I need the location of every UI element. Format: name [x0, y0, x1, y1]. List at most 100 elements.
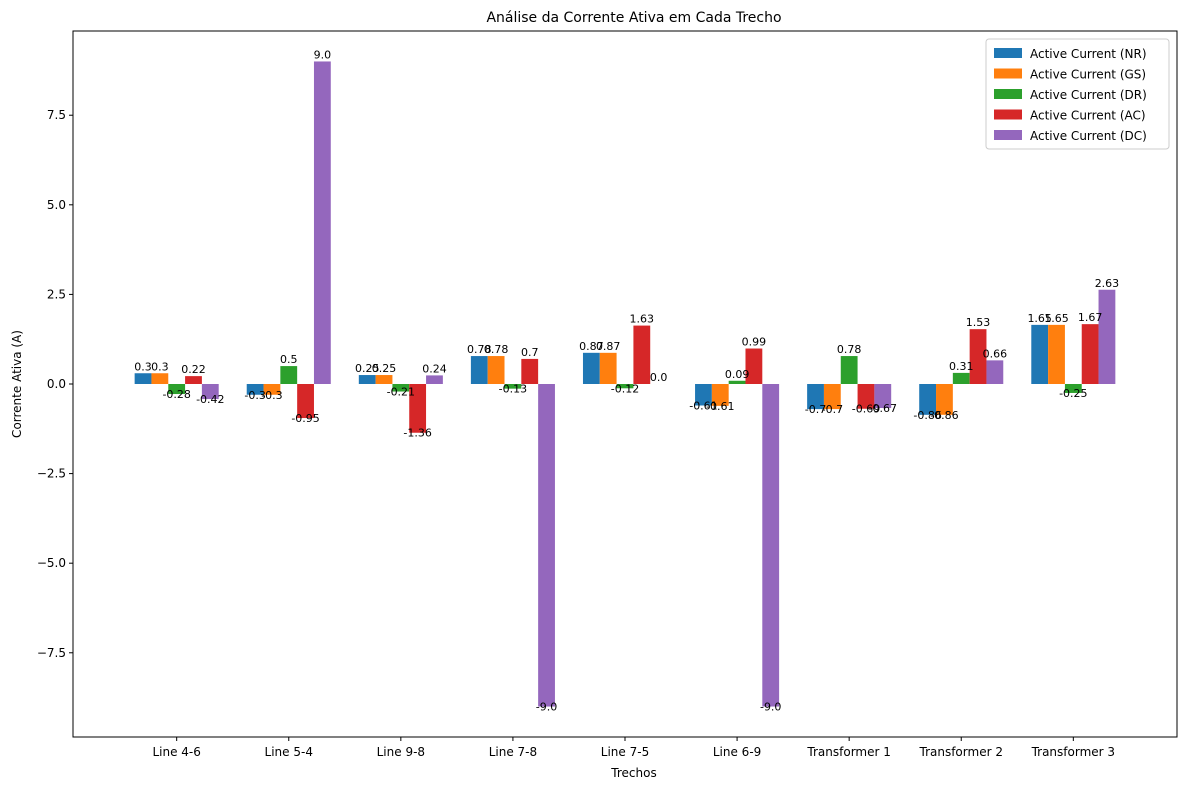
data-label-1-3: 0.78 — [484, 343, 509, 356]
chart-title: Análise da Corrente Ativa em Cada Trecho — [486, 10, 781, 26]
data-label-4-0: -0.42 — [196, 393, 224, 406]
data-label-3-7: 1.53 — [966, 316, 991, 329]
y-tick-label: −5.0 — [37, 556, 66, 570]
bar-0-7 — [919, 384, 937, 415]
data-label-0-7: -0.86 — [913, 409, 941, 422]
data-label-2-1: 0.5 — [280, 353, 298, 366]
x-axis-label: Trechos — [610, 766, 656, 780]
bar-1-7 — [936, 384, 953, 415]
data-label-4-1: 9.0 — [314, 48, 332, 61]
y-tick-label: 5.0 — [47, 198, 66, 212]
bar-0-1 — [246, 384, 264, 395]
bar-3-2 — [409, 384, 427, 433]
data-labels-layer: 0.3 -0.3 0.25 0.78 0.87 -0.61 -0.7 -0.86 1.65 0.3… — [134, 48, 1119, 713]
y-tick-label: 0.0 — [47, 377, 66, 391]
y-axis-label: Corrente Ativa (A) — [10, 330, 24, 438]
legend-entry-3: Active Current (AC) — [1030, 109, 1146, 123]
x-tick-label: Line 4-6 — [152, 745, 200, 759]
data-label-0-2: 0.25 — [355, 362, 380, 375]
data-label-3-8: 1.67 — [1078, 311, 1103, 324]
legend-swatch-1 — [994, 68, 1022, 79]
data-label-4-4: 0.0 — [650, 371, 668, 384]
data-label-1-1: -0.3 — [261, 389, 282, 402]
bar-1-1 — [263, 384, 281, 395]
data-label-1-8: 1.65 — [1044, 312, 1069, 325]
legend-swatch-3 — [994, 109, 1022, 120]
data-label-2-5: 0.09 — [725, 368, 750, 381]
bar-4-6 — [874, 384, 892, 409]
bar-3-1 — [297, 384, 314, 419]
bar-3-8 — [1081, 324, 1099, 384]
data-label-3-3: 0.7 — [521, 346, 539, 359]
y-tick-label: 2.5 — [47, 287, 66, 301]
data-label-4-6: -0.67 — [869, 402, 897, 415]
bar-4-2 — [426, 375, 443, 384]
data-label-0-5: -0.61 — [689, 400, 717, 413]
bar-1-6 — [823, 384, 841, 410]
bar-3-7 — [969, 329, 987, 384]
data-label-4-3: -9.0 — [536, 701, 557, 714]
bar-0-0 — [134, 373, 152, 384]
data-label-2-7: 0.31 — [949, 360, 974, 373]
data-label-3-0: 0.22 — [181, 363, 206, 376]
bar-4-7 — [986, 360, 1004, 384]
legend-swatch-4 — [994, 130, 1022, 140]
data-label-0-1: -0.3 — [244, 389, 265, 402]
bar-1-5 — [711, 384, 729, 406]
bars-layer — [134, 61, 1116, 707]
data-label-1-4: 0.87 — [596, 340, 621, 353]
bar-2-6 — [840, 356, 858, 384]
bar-4-1 — [313, 61, 331, 385]
bar-0-5 — [695, 384, 712, 406]
data-label-0-3: 0.78 — [467, 343, 492, 356]
data-label-2-2: -0.21 — [387, 386, 415, 399]
bar-1-3 — [487, 356, 505, 384]
axes-layer: −7.5 −5.0 −2.5 0.0 2.5 5.0 7.5 Line 4-6 Line 5-4… — [37, 30, 1178, 759]
data-label-2-6: 0.78 — [837, 343, 862, 356]
data-label-2-8: -0.25 — [1059, 387, 1087, 400]
bar-3-5 — [745, 348, 763, 384]
bar-1-0 — [151, 373, 169, 384]
data-label-1-0: 0.3 — [151, 360, 169, 373]
legend-entry-4: Active Current (DC) — [1030, 129, 1147, 143]
bar-0-4 — [582, 352, 600, 384]
data-label-1-5: -0.61 — [706, 400, 734, 413]
legend-swatch-0 — [994, 48, 1022, 58]
bar-2-0 — [168, 384, 186, 395]
bar-2-5 — [728, 380, 746, 384]
bar-4-0 — [201, 384, 219, 400]
x-tick-label: Transformer 1 — [806, 745, 890, 759]
bar-4-8 — [1098, 289, 1116, 384]
data-label-4-2: 0.24 — [422, 362, 447, 375]
bar-1-4 — [599, 352, 617, 384]
legend: Active Current (NR) Active Current (GS) Ac… — [985, 38, 1170, 150]
bar-2-7 — [952, 372, 970, 384]
bar-2-8 — [1064, 384, 1082, 393]
data-label-3-5: 0.99 — [742, 336, 767, 349]
x-tick-label: Line 9-8 — [377, 745, 425, 759]
bar-0-3 — [470, 356, 488, 384]
bar-2-1 — [280, 366, 298, 384]
data-label-4-7: 0.66 — [983, 347, 1008, 360]
bar-2-3 — [504, 384, 522, 389]
legend-entry-0: Active Current (NR) — [1030, 47, 1147, 61]
x-tick-label: Line 7-5 — [601, 745, 649, 759]
bar-0-6 — [807, 384, 824, 410]
data-label-3-2: -1.36 — [403, 427, 431, 440]
bar-2-2 — [392, 384, 410, 392]
x-tick-label: Transformer 2 — [919, 745, 1003, 759]
legend-swatch-2 — [994, 89, 1022, 99]
bar-3-4 — [633, 325, 651, 384]
data-label-0-6: -0.7 — [805, 403, 826, 416]
data-label-0-0: 0.3 — [134, 360, 152, 373]
x-tick-label: Transformer 3 — [1031, 745, 1115, 759]
bar-2-4 — [616, 384, 634, 389]
x-tick-label: Line 5-4 — [265, 745, 313, 759]
bar-0-2 — [358, 375, 376, 384]
data-label-3-6: -0.69 — [852, 403, 880, 416]
bar-4-3 — [538, 384, 555, 707]
data-label-2-4: -0.12 — [611, 382, 639, 395]
data-label-4-5: -9.0 — [760, 701, 781, 714]
